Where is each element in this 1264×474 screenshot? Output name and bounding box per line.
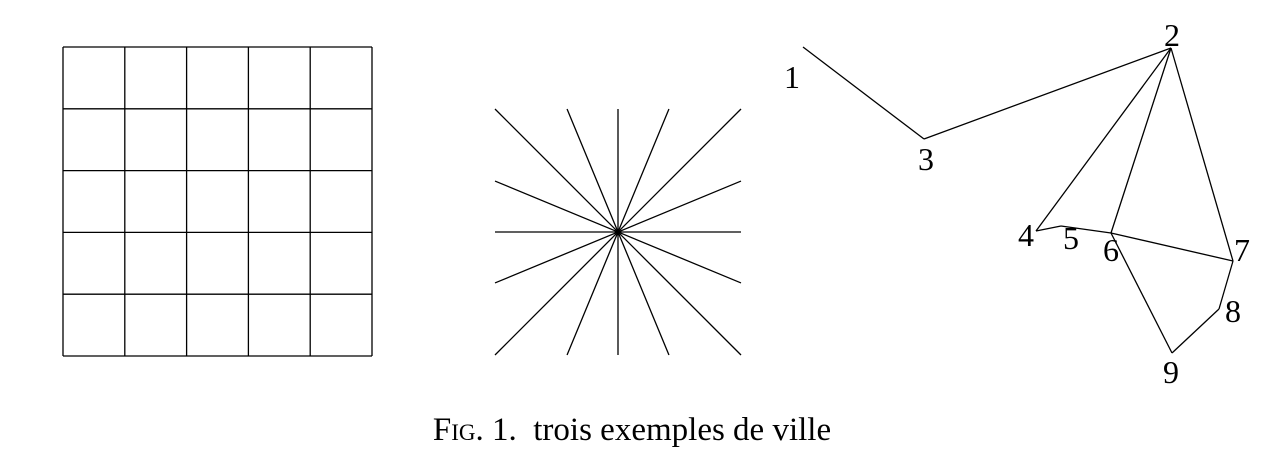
node-label-6: 6 [1103,232,1119,268]
network-city: 1 2 3 4 5 6 7 8 9 [784,17,1250,390]
radial-city [494,108,742,356]
figure: 1 2 3 4 5 6 7 8 9 [62,17,1250,390]
figure-label: Fig. [432,412,484,448]
road-7-8 [1218,260,1234,310]
road-2-6 [1110,47,1172,234]
figure-number: 1. [492,412,517,448]
road-9-6 [1110,232,1173,354]
radial-street [494,180,742,284]
figure-caption: Fig. 1. trois exemples de ville [0,412,1264,449]
network-edges [802,46,1234,354]
node-label-8: 8 [1225,293,1241,329]
node-label-1: 1 [784,59,800,95]
node-label-7: 7 [1234,232,1250,268]
road-2-4 [1035,47,1172,232]
road-2-7 [1170,47,1234,262]
road-4-5 [1035,225,1062,232]
road-8-9 [1171,308,1220,354]
road-5-6 [1060,225,1112,234]
node-label-4: 4 [1018,217,1034,253]
network-labels: 1 2 3 4 5 6 7 8 9 [784,17,1250,390]
node-label-3: 3 [918,141,934,177]
caption-text: trois exemples de ville [533,412,832,448]
node-label-2: 2 [1164,17,1180,53]
road-1-3 [802,46,925,140]
node-label-5: 5 [1063,220,1079,256]
road-3-2 [923,47,1172,140]
grid-city [62,46,373,357]
road-6-7 [1110,232,1234,262]
node-label-9: 9 [1163,354,1179,390]
